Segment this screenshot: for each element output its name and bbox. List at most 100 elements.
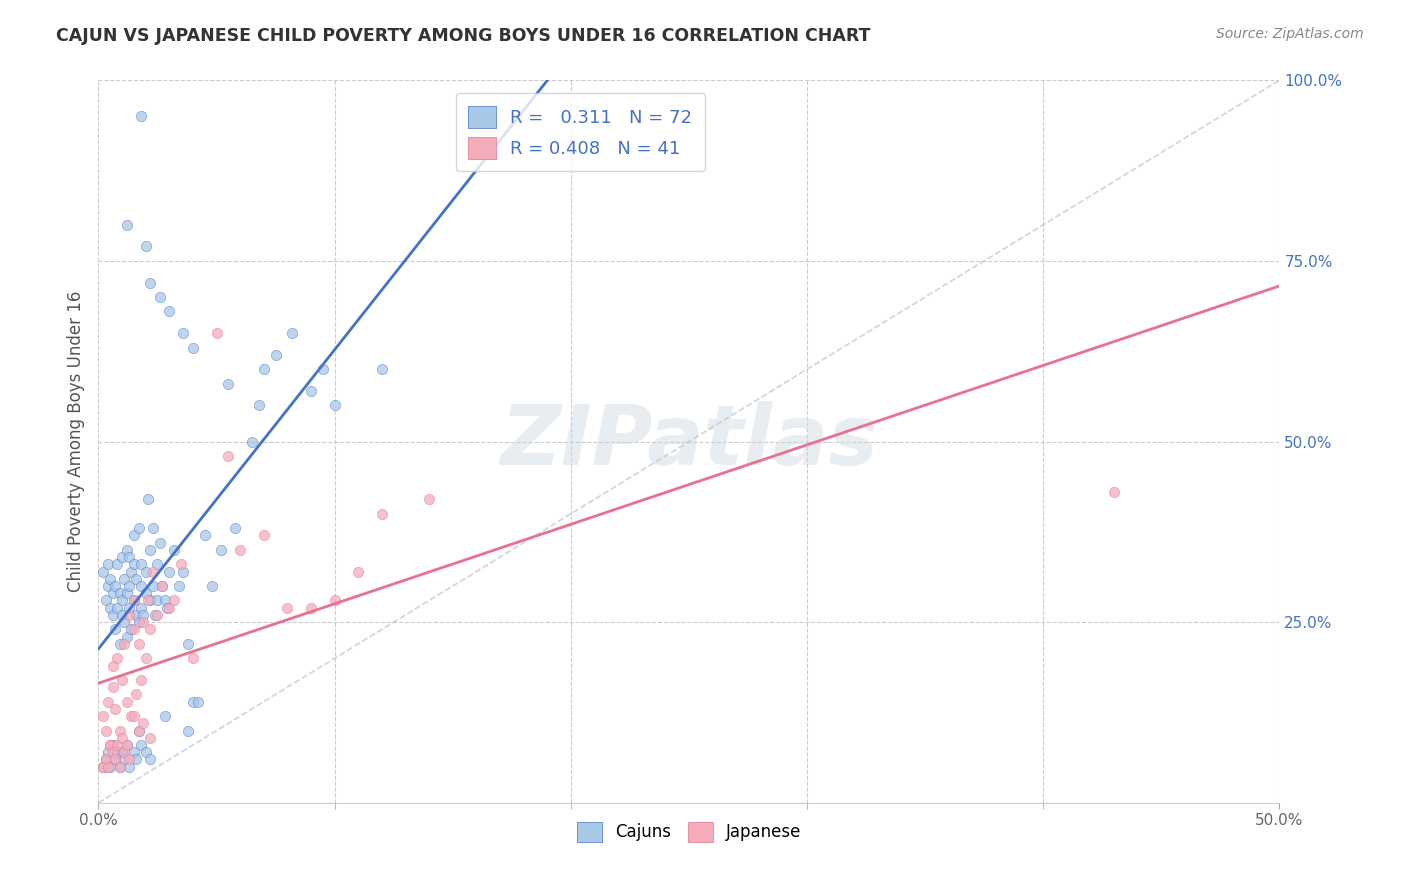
- Point: [105, 745, 128, 759]
- Point: [139, 752, 162, 766]
- Point: [121, 623, 143, 637]
- Point: [205, 326, 228, 340]
- Point: [121, 565, 143, 579]
- Point: [129, 558, 152, 572]
- Point: [115, 586, 138, 600]
- Point: [105, 651, 128, 665]
- Point: [112, 572, 135, 586]
- Point: [143, 607, 166, 622]
- Point: [98, 738, 121, 752]
- Point: [101, 745, 124, 759]
- Point: [132, 716, 155, 731]
- Point: [105, 600, 128, 615]
- Point: [128, 723, 150, 738]
- Point: [153, 709, 176, 723]
- Point: [129, 110, 152, 124]
- Point: [149, 290, 172, 304]
- Point: [112, 745, 135, 759]
- Point: [111, 673, 134, 687]
- Text: ZIPatlas: ZIPatlas: [501, 401, 877, 482]
- Point: [111, 607, 134, 622]
- Point: [115, 695, 138, 709]
- Point: [135, 239, 157, 253]
- Point: [135, 586, 157, 600]
- Point: [115, 738, 138, 752]
- Point: [418, 492, 440, 507]
- Point: [125, 572, 148, 586]
- Point: [108, 586, 131, 600]
- Point: [323, 398, 346, 412]
- Point: [105, 738, 128, 752]
- Point: [139, 542, 162, 557]
- Point: [157, 565, 180, 579]
- Point: [264, 348, 287, 362]
- Point: [163, 593, 186, 607]
- Point: [97, 760, 120, 774]
- Point: [125, 687, 148, 701]
- Point: [217, 449, 239, 463]
- Point: [209, 542, 232, 557]
- Point: [118, 600, 141, 615]
- Point: [111, 731, 134, 745]
- Point: [112, 752, 135, 766]
- Point: [94, 752, 117, 766]
- Point: [91, 565, 114, 579]
- Point: [129, 600, 152, 615]
- Point: [125, 752, 148, 766]
- Point: [108, 760, 131, 774]
- Point: [132, 607, 155, 622]
- Point: [94, 593, 117, 607]
- Point: [149, 535, 172, 549]
- Point: [253, 528, 276, 542]
- Point: [135, 745, 157, 759]
- Point: [97, 579, 120, 593]
- Point: [115, 738, 138, 752]
- Point: [118, 752, 141, 766]
- Legend: Cajuns, Japanese: Cajuns, Japanese: [569, 815, 808, 848]
- Point: [172, 326, 194, 340]
- Point: [101, 738, 124, 752]
- Point: [229, 542, 252, 557]
- Point: [108, 637, 131, 651]
- Point: [111, 550, 134, 565]
- Point: [146, 607, 169, 622]
- Point: [94, 723, 117, 738]
- Point: [115, 542, 138, 557]
- Point: [105, 558, 128, 572]
- Point: [104, 623, 127, 637]
- Point: [136, 593, 159, 607]
- Point: [201, 579, 224, 593]
- Point: [98, 738, 121, 752]
- Point: [125, 607, 148, 622]
- Point: [101, 680, 124, 694]
- Point: [135, 651, 157, 665]
- Point: [118, 550, 141, 565]
- Point: [115, 630, 138, 644]
- Point: [371, 507, 394, 521]
- Point: [177, 637, 200, 651]
- Point: [104, 752, 127, 766]
- Point: [181, 651, 204, 665]
- Point: [98, 600, 121, 615]
- Point: [139, 593, 162, 607]
- Point: [104, 579, 127, 593]
- Point: [172, 565, 194, 579]
- Point: [98, 572, 121, 586]
- Point: [115, 218, 138, 232]
- Y-axis label: Child Poverty Among Boys Under 16: Child Poverty Among Boys Under 16: [66, 291, 84, 592]
- Point: [122, 745, 145, 759]
- Point: [170, 558, 193, 572]
- Text: Source: ZipAtlas.com: Source: ZipAtlas.com: [1216, 27, 1364, 41]
- Point: [101, 586, 124, 600]
- Point: [224, 521, 246, 535]
- Point: [150, 579, 173, 593]
- Point: [312, 362, 335, 376]
- Point: [181, 695, 204, 709]
- Point: [146, 558, 169, 572]
- Point: [128, 637, 150, 651]
- Point: [111, 745, 134, 759]
- Point: [118, 760, 141, 774]
- Point: [139, 276, 162, 290]
- Point: [91, 760, 114, 774]
- Point: [91, 760, 114, 774]
